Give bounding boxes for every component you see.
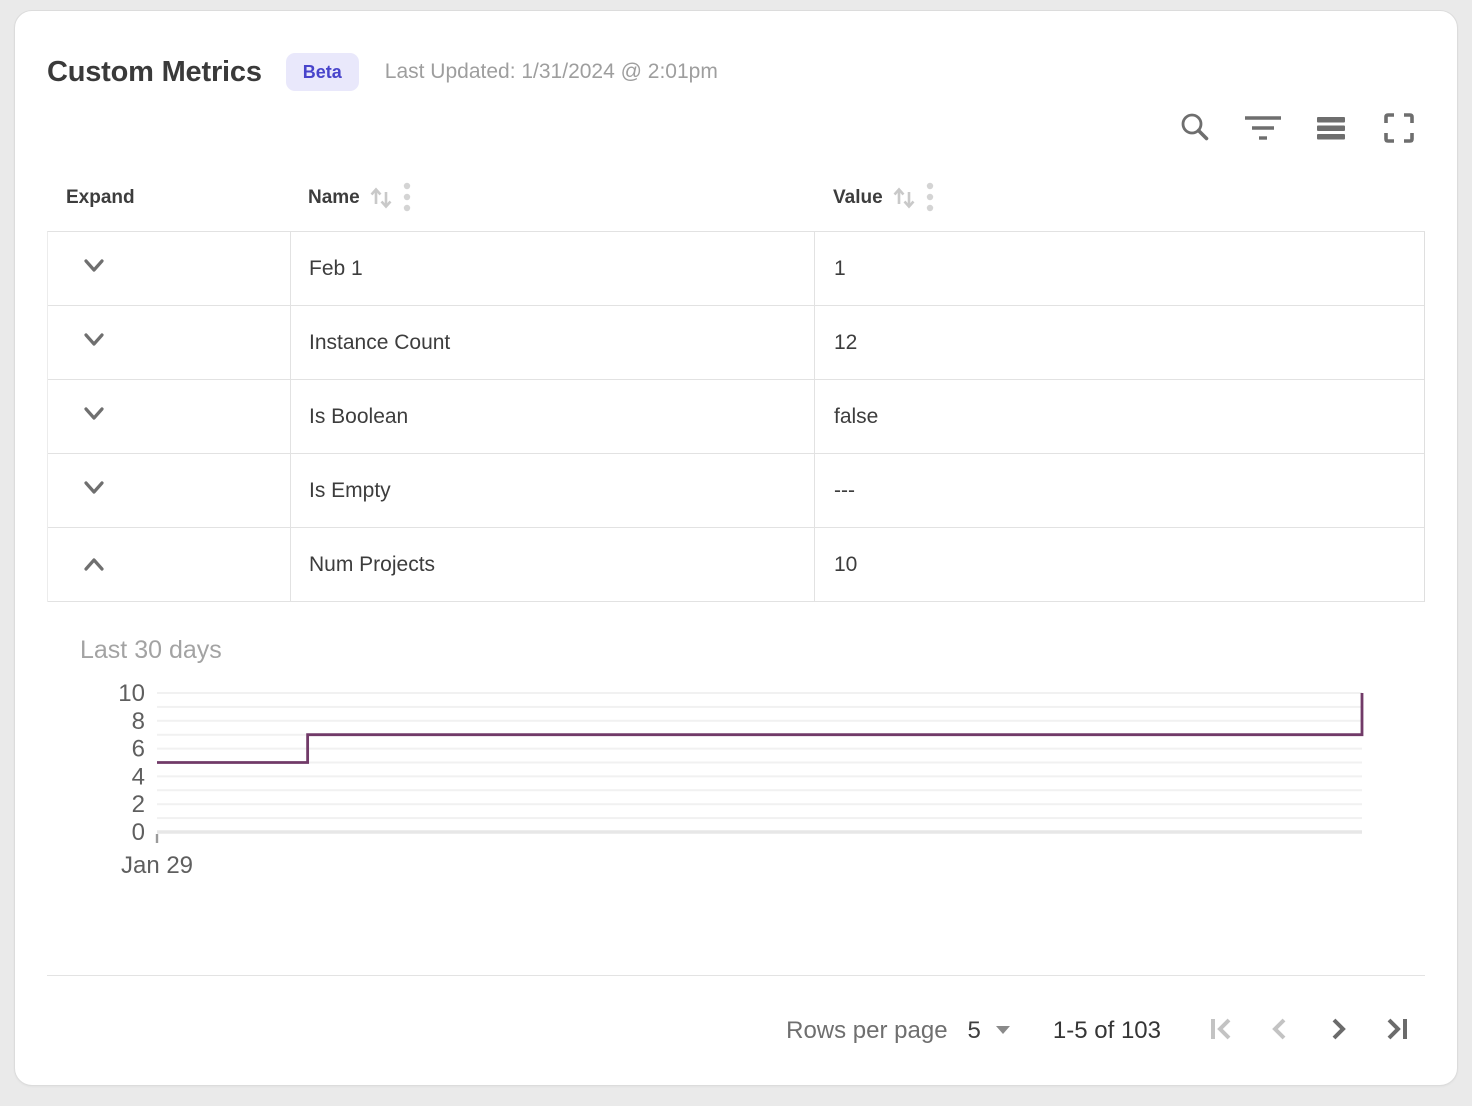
previous-page-button[interactable] xyxy=(1251,1007,1309,1055)
filter-icon xyxy=(1244,114,1282,145)
row-detail-panel: Last 30 days 0 2 4 6 8 10 Jan 29 xyxy=(47,602,1425,886)
card-header: Custom Metrics Beta Last Updated: 1/31/2… xyxy=(47,11,1425,91)
expand-cell xyxy=(48,380,291,453)
page-title: Custom Metrics xyxy=(47,55,262,88)
density-button[interactable] xyxy=(1305,107,1357,151)
kebab-menu-icon xyxy=(925,182,935,215)
name-column-menu-button[interactable] xyxy=(402,182,412,215)
table-header-row: Expand Name Value xyxy=(47,165,1425,231)
filter-button[interactable] xyxy=(1237,107,1289,151)
kebab-menu-icon xyxy=(402,182,412,215)
chevron-down-icon xyxy=(78,405,110,428)
caret-down-icon xyxy=(995,1023,1011,1038)
expand-row-button[interactable] xyxy=(74,253,114,284)
value-cell: 10 xyxy=(834,552,858,576)
sort-arrows-icon xyxy=(891,184,917,213)
value-cell: 1 xyxy=(834,256,846,280)
value-cell: false xyxy=(834,404,879,428)
pagination-range-label: 1-5 of 103 xyxy=(1052,1016,1161,1044)
table-row: Num Projects 10 xyxy=(48,528,1424,602)
rows-per-page-select[interactable]: 5 xyxy=(968,1017,1011,1045)
table-row: Is Empty --- xyxy=(48,454,1424,528)
pager-buttons xyxy=(1193,1007,1425,1055)
svg-text:2: 2 xyxy=(132,791,145,818)
search-icon xyxy=(1178,111,1212,148)
expand-cell xyxy=(48,454,291,527)
metrics-table: Expand Name Value Feb 1 1 Instance Count 12… xyxy=(47,165,1425,886)
next-page-icon xyxy=(1323,1014,1353,1047)
name-cell: Is Boolean xyxy=(291,380,815,453)
name-sort-button[interactable] xyxy=(368,184,394,213)
table-row: Instance Count 12 xyxy=(48,306,1424,380)
column-label: Expand xyxy=(66,187,135,208)
table-row: Feb 1 1 xyxy=(48,232,1424,306)
name-cell: Instance Count xyxy=(291,306,815,379)
svg-text:10: 10 xyxy=(118,680,145,707)
last-updated-text: Last Updated: 1/31/2024 @ 2:01pm xyxy=(384,60,718,83)
name-cell: Num Projects xyxy=(291,528,815,601)
collapse-row-button[interactable] xyxy=(74,549,114,580)
name-cell: Feb 1 xyxy=(291,232,815,305)
fullscreen-icon xyxy=(1383,112,1415,147)
expand-row-button[interactable] xyxy=(74,475,114,506)
pagination-bar: Rows per page 5 1-5 of 103 xyxy=(47,975,1425,1085)
name-cell: Is Empty xyxy=(291,454,815,527)
density-icon xyxy=(1316,115,1346,144)
expand-row-button[interactable] xyxy=(74,327,114,358)
svg-text:4: 4 xyxy=(132,763,145,790)
svg-text:8: 8 xyxy=(132,708,145,735)
svg-text:0: 0 xyxy=(132,819,145,846)
rows-per-page-label: Rows per page xyxy=(786,1016,948,1044)
last-page-button[interactable] xyxy=(1367,1007,1425,1055)
svg-text:Jan 29: Jan 29 xyxy=(121,852,193,879)
chevron-up-icon xyxy=(78,553,110,576)
column-label: Name xyxy=(308,187,360,208)
chevron-down-icon xyxy=(78,331,110,354)
last-page-icon xyxy=(1381,1014,1411,1047)
table-row: Is Boolean false xyxy=(48,380,1424,454)
sort-arrows-icon xyxy=(368,184,394,213)
value-sort-button[interactable] xyxy=(891,184,917,213)
next-page-button[interactable] xyxy=(1309,1007,1367,1055)
metrics-line-chart: 0 2 4 6 8 10 Jan 29 xyxy=(80,677,1425,886)
first-page-icon xyxy=(1207,1014,1237,1047)
svg-text:6: 6 xyxy=(132,736,145,763)
expand-row-button[interactable] xyxy=(74,401,114,432)
value-cell: --- xyxy=(834,478,855,502)
custom-metrics-card: Custom Metrics Beta Last Updated: 1/31/2… xyxy=(14,10,1458,1086)
chart-title: Last 30 days xyxy=(80,636,222,664)
expand-cell xyxy=(48,232,291,305)
column-label: Value xyxy=(833,187,883,208)
first-page-button[interactable] xyxy=(1193,1007,1251,1055)
fullscreen-button[interactable] xyxy=(1373,107,1425,151)
rows-per-page-value: 5 xyxy=(967,1016,981,1044)
value-cell: 12 xyxy=(834,330,858,354)
beta-badge: Beta xyxy=(285,53,359,91)
chevron-down-icon xyxy=(78,479,110,502)
column-header-name[interactable]: Name xyxy=(290,182,814,215)
column-header-expand: Expand xyxy=(47,187,290,209)
previous-page-icon xyxy=(1265,1014,1295,1047)
expand-cell xyxy=(48,306,291,379)
chevron-down-icon xyxy=(78,257,110,280)
column-header-value[interactable]: Value xyxy=(814,182,1425,215)
search-button[interactable] xyxy=(1169,107,1221,151)
expand-cell xyxy=(48,528,291,601)
table-body: Feb 1 1 Instance Count 12 Is Boolean false Is … xyxy=(47,231,1425,602)
table-toolbar xyxy=(47,105,1425,153)
value-column-menu-button[interactable] xyxy=(925,182,935,215)
